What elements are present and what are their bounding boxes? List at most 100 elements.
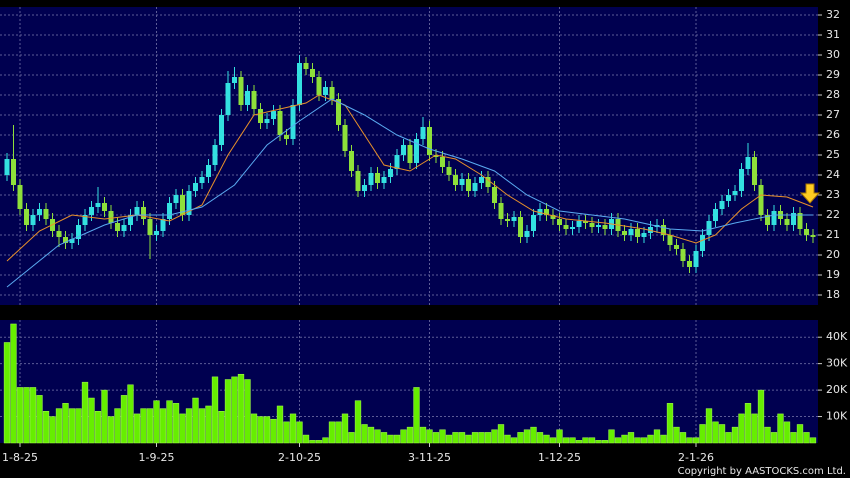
candle-body xyxy=(102,203,107,211)
candle-body xyxy=(167,203,172,219)
x-tick-label: 2-10-25 xyxy=(278,451,321,464)
candle-body xyxy=(186,191,192,215)
volume-bar xyxy=(179,413,186,444)
candle-body xyxy=(193,183,198,191)
volume-bar xyxy=(341,413,349,444)
volume-bar xyxy=(718,424,726,444)
candle-body xyxy=(368,173,374,185)
volume-bar xyxy=(257,416,264,444)
candle-body xyxy=(745,157,751,169)
candle-body xyxy=(544,209,549,215)
volume-bar xyxy=(218,411,225,444)
candle-body xyxy=(440,157,445,167)
candle-body xyxy=(37,209,42,215)
volume-bar xyxy=(432,432,440,444)
candle-body xyxy=(706,221,712,235)
y-tick-label: 30 xyxy=(826,48,840,61)
volume-bar xyxy=(140,408,147,444)
candle-body xyxy=(479,177,484,183)
volume-bar xyxy=(777,413,784,444)
candle-body xyxy=(4,159,10,175)
y-tick-label: 24 xyxy=(826,168,840,181)
y-tick-label: 31 xyxy=(826,28,840,41)
volume-bar xyxy=(231,376,238,444)
volume-bar xyxy=(653,429,661,444)
candle-body xyxy=(459,179,465,185)
volume-bar xyxy=(393,434,401,444)
volume-bar xyxy=(803,432,810,444)
candle-body xyxy=(472,183,478,191)
candle-body xyxy=(401,145,406,155)
candle-body xyxy=(141,207,146,219)
candle-body xyxy=(297,63,302,105)
volume-bar xyxy=(634,437,641,444)
volume-bar xyxy=(133,413,141,444)
volume-bar xyxy=(647,434,654,444)
volume-bar xyxy=(374,429,381,444)
volume-bar xyxy=(62,403,69,444)
candle-body xyxy=(245,91,250,105)
arrow-icon xyxy=(799,183,821,204)
volume-bar xyxy=(302,434,310,444)
candle-body xyxy=(622,231,627,235)
candle-body xyxy=(576,221,582,227)
volume-bar xyxy=(575,440,583,444)
volume-bar xyxy=(660,434,667,444)
volume-bar xyxy=(380,432,388,444)
volume-bar xyxy=(569,437,576,444)
candle-body xyxy=(414,139,419,163)
candle-body xyxy=(758,185,764,215)
volume-bar xyxy=(725,432,732,444)
volume-bar xyxy=(120,395,128,444)
volume-bar xyxy=(146,408,154,444)
volume-bar xyxy=(621,434,628,444)
volume-bar xyxy=(159,408,167,444)
y-tick-label: 19 xyxy=(826,268,840,281)
volume-bar xyxy=(387,434,394,444)
candle-body xyxy=(505,219,510,221)
candle-body xyxy=(407,145,413,163)
volume-bar xyxy=(276,405,284,444)
y-tick-label: 22 xyxy=(826,208,840,221)
candle-body xyxy=(206,165,211,177)
volume-bar xyxy=(686,437,693,444)
volume-bar xyxy=(107,416,115,444)
candle-body xyxy=(69,239,75,243)
volume-bar xyxy=(491,429,498,444)
volume-bar xyxy=(770,432,778,444)
candle-body xyxy=(661,225,666,235)
candle-body xyxy=(596,225,601,227)
volume-bar xyxy=(426,429,433,444)
volume-bar xyxy=(484,432,492,444)
candle-body xyxy=(511,217,517,221)
volume-bar xyxy=(263,416,271,444)
candle-body xyxy=(342,125,348,151)
volume-bar xyxy=(94,411,102,444)
volume-bar xyxy=(224,379,232,444)
candle-body xyxy=(550,215,556,219)
volume-bar xyxy=(166,400,173,444)
candle-body xyxy=(232,77,237,83)
volume-bar xyxy=(237,373,245,444)
candle-body xyxy=(284,135,289,139)
copyright: Copyright by AASTOCKS.com Ltd. xyxy=(678,466,846,477)
y-tick-label: 23 xyxy=(826,188,840,201)
candle-body xyxy=(219,115,224,145)
y-tick-label: 10K xyxy=(826,410,848,423)
volume-bar xyxy=(731,426,739,444)
volume-bar xyxy=(348,432,355,444)
volume-bar xyxy=(205,405,212,444)
volume-bar xyxy=(452,432,459,444)
candle-body xyxy=(76,225,81,239)
candle-body xyxy=(225,83,231,115)
candle-body xyxy=(498,203,504,219)
candle-body xyxy=(173,195,179,203)
candle-body xyxy=(739,169,744,191)
volume-bar xyxy=(458,432,466,444)
volume-bar xyxy=(406,426,414,444)
volume-bar xyxy=(88,397,95,444)
candle-body xyxy=(570,227,575,229)
volume-bar xyxy=(55,408,63,444)
volume-bar xyxy=(328,421,336,444)
volume-bar xyxy=(354,400,362,444)
